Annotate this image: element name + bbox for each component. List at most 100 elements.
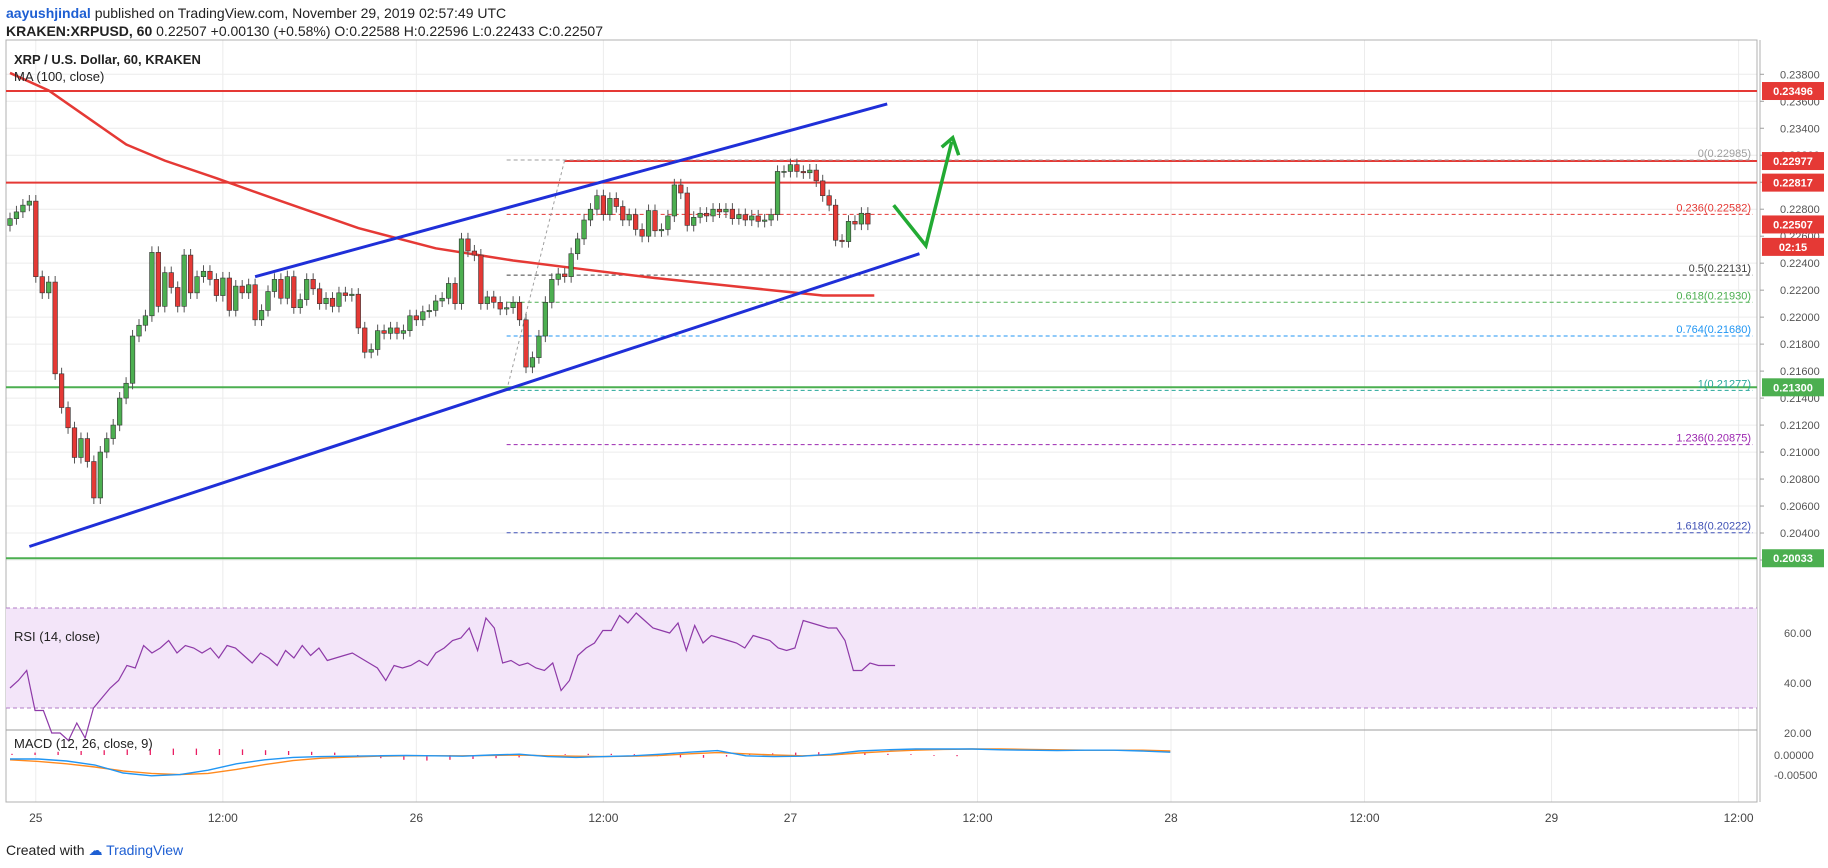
time-tick-label: 26 [410, 811, 424, 825]
macd-line [10, 748, 1171, 777]
tradingview-link[interactable]: TradingView [106, 842, 184, 858]
candle-body [755, 215, 761, 222]
candle-body [832, 204, 839, 241]
trend-line [28, 252, 920, 548]
candle-body [381, 330, 387, 334]
candle-body [478, 254, 484, 304]
candle-body [13, 211, 20, 219]
candle-body [181, 254, 187, 307]
candle-body [452, 283, 458, 304]
candle-body [497, 302, 503, 310]
candle-body [233, 285, 239, 311]
time-tick-label: 25 [29, 811, 43, 825]
price-tick-label: 0.22800 [1780, 204, 1820, 216]
price-tag-box [1762, 237, 1824, 256]
candle-body [465, 238, 471, 252]
price-tick-label: 0.22200 [1780, 285, 1820, 297]
candle-body [323, 297, 329, 304]
candle-body [658, 229, 665, 232]
candle-body [723, 208, 729, 213]
projection-arrow[interactable] [892, 134, 961, 250]
price-tick-label: 0.21800 [1780, 339, 1820, 351]
candle-body [7, 218, 13, 226]
time-tick-label: 12:00 [962, 811, 992, 825]
candle-body [26, 200, 32, 206]
price-tick-label: 0.21200 [1780, 420, 1820, 432]
moving-average [9, 71, 875, 297]
candle-body [136, 324, 142, 337]
candle-body [129, 335, 136, 384]
price-levels [6, 90, 1757, 560]
candle-body [445, 283, 452, 299]
price-tick-label: 0.22000 [1780, 312, 1820, 324]
candle-body [845, 221, 852, 242]
candle-body [310, 279, 316, 290]
candle-body [207, 270, 213, 280]
candle-body [607, 198, 613, 215]
candle-body [600, 195, 606, 215]
candle-body [678, 184, 684, 194]
author-link[interactable]: aayushjindal [6, 5, 91, 21]
rsi-pane: 20.00 40.00 60.00 [6, 607, 1812, 742]
candle-body [762, 219, 768, 222]
candle-body [529, 357, 536, 368]
candle-body [155, 252, 161, 307]
macd-pane: 0.00000 -0.00500 [9, 748, 1817, 782]
price-change: +0.00130 (+0.58%) [210, 23, 331, 39]
fib-level-label: 0.236(0.22582) [1676, 202, 1751, 214]
price-tick-label: 0.23800 [1780, 69, 1820, 81]
fibonacci-retracement[interactable]: 0(0.22985) 0.236(0.22582) 0.5(0.22131) 0.61… [506, 148, 1753, 534]
footer: Created with ☁ TradingView [6, 842, 183, 859]
candle-body [742, 214, 748, 221]
time-tick-label: 12:00 [1349, 811, 1379, 825]
candle-body [104, 438, 110, 453]
created-with-text: Created with [6, 842, 85, 858]
price-tag-box [1762, 82, 1824, 101]
close-value: 0.22507 [552, 23, 603, 39]
candle-body [794, 164, 800, 172]
candle-body [800, 171, 806, 174]
candle-body [342, 292, 349, 296]
candle-body [291, 276, 297, 308]
price-tag-box [1762, 549, 1824, 568]
candle-body [355, 293, 361, 329]
price-tag-box [1762, 378, 1824, 397]
candle-body [729, 208, 735, 219]
candle-body [768, 214, 774, 221]
price-tag-label: 0.22817 [1773, 178, 1813, 190]
price-tag-label: 0.23496 [1773, 86, 1813, 98]
fib-level-label: 0.618(0.21930) [1676, 290, 1751, 302]
trend-lines[interactable] [28, 102, 920, 548]
candle-body [536, 335, 542, 358]
price-tags: 0.23496 0.22817 0.21300 0.20033 0.22977 0.225… [1762, 82, 1824, 568]
candle-body [691, 217, 697, 226]
candle-body [123, 382, 129, 399]
candle-body [549, 279, 555, 303]
candle-body [433, 300, 439, 311]
candle-body [716, 208, 723, 213]
chart-frame [5, 39, 1758, 803]
price-tick-label: 0.22400 [1780, 258, 1820, 270]
rsi-band [6, 608, 1757, 708]
candle-body [394, 327, 400, 334]
candle-body [168, 272, 174, 288]
candle-body [852, 221, 858, 225]
rsi-legend: RSI (14, close) [14, 629, 100, 644]
candle-body [523, 319, 529, 368]
candle-body [226, 277, 232, 311]
candle-body [594, 195, 600, 210]
fib-trend-line [506, 159, 566, 391]
candle-body [258, 310, 265, 321]
candle-body [749, 215, 755, 221]
candle-body [78, 438, 84, 458]
candle-body [736, 214, 742, 219]
candle-body [471, 250, 478, 256]
candle-body [284, 276, 290, 299]
macd-tick-label: -0.00500 [1774, 770, 1817, 782]
price-tick-label: 0.23400 [1780, 123, 1820, 135]
candle-body [626, 214, 632, 221]
projection-path [892, 141, 954, 250]
candle-body [39, 276, 45, 294]
candle-body [439, 297, 445, 302]
